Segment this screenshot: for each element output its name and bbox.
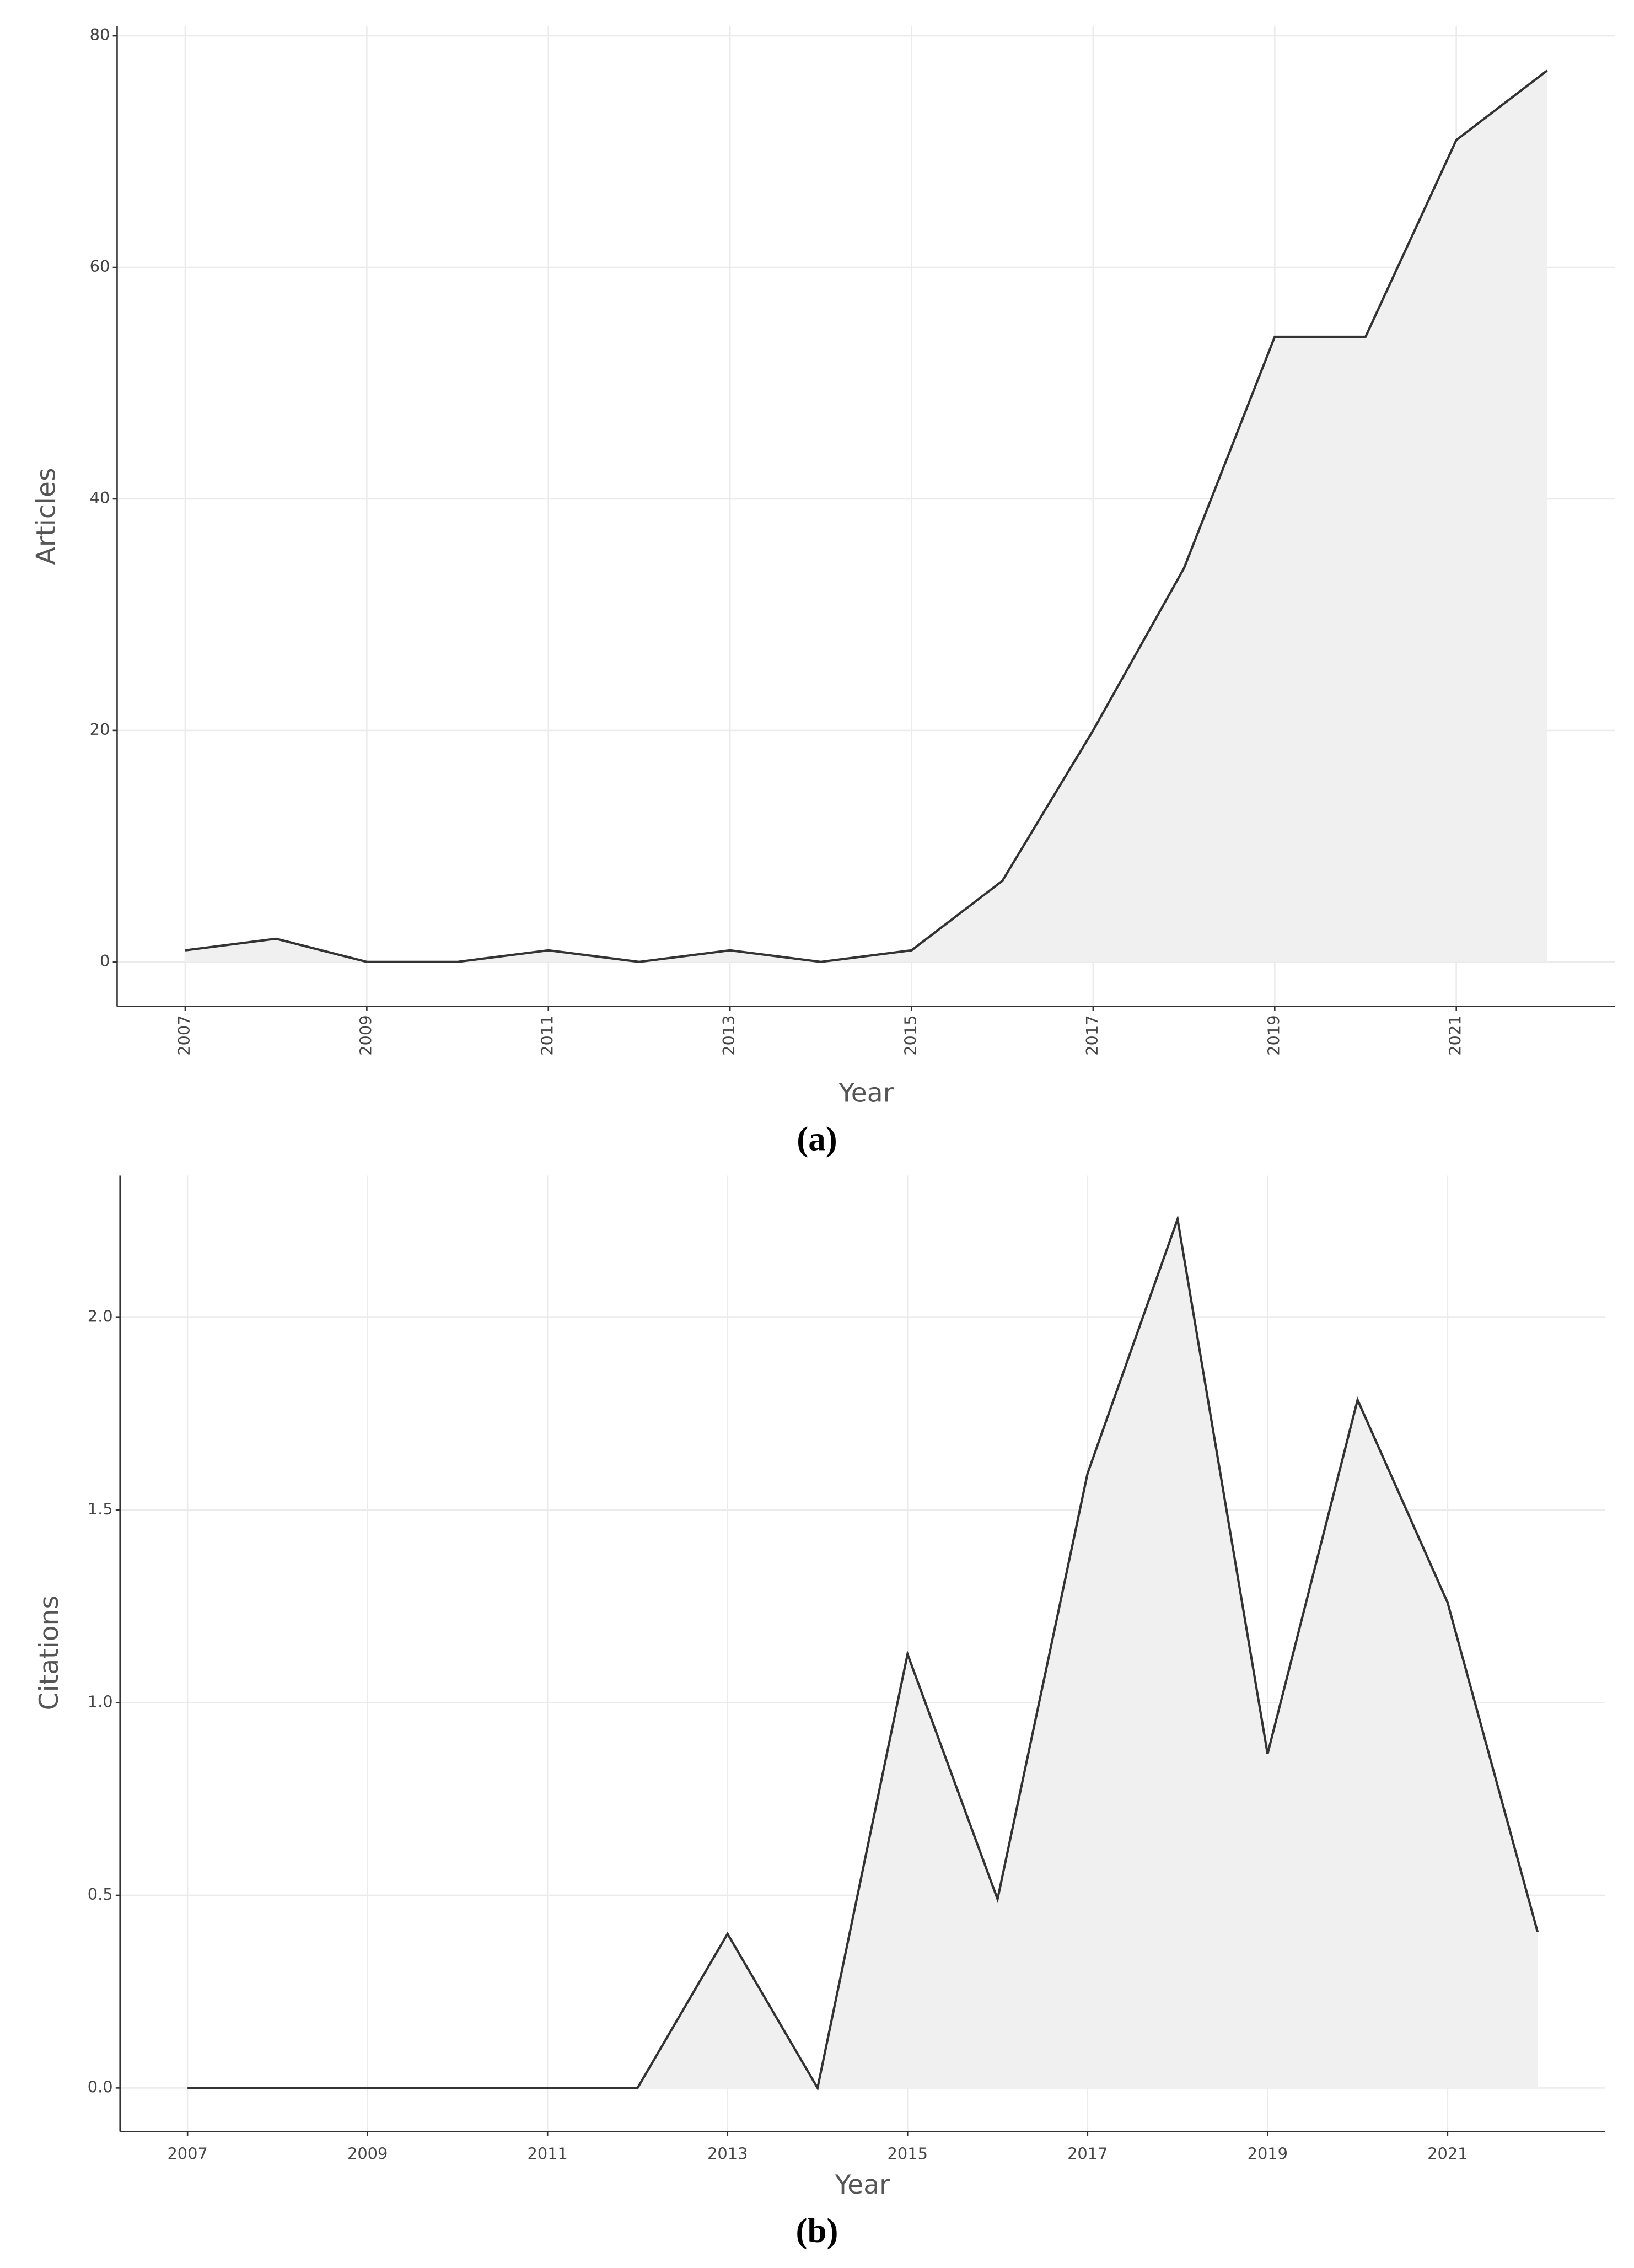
x-tick-label: 2007 [175,1015,194,1055]
y-tick-label: 0 [100,952,110,970]
x-tick-label: 2015 [888,2144,928,2163]
x-tick-label: 2007 [167,2144,207,2163]
x-tick-label: 2019 [1264,1015,1283,1055]
y-tick-label: 60 [90,257,110,276]
x-tick-label: 2009 [347,2144,388,2163]
y-axis-title: Citations [34,1595,64,1711]
y-tick-label: 80 [90,25,110,44]
caption: (a) [797,1120,837,1158]
x-tick-label: 2017 [1067,2144,1108,2163]
x-axis-title: Year [835,2170,891,2200]
y-tick-label: 1.0 [88,1692,113,1711]
x-tick-label: 2013 [719,1015,738,1055]
line [185,69,1548,963]
x-axis-title: Year [838,1078,894,1109]
x-tick-label: 2021 [1427,2144,1468,2163]
y-tick-label: 0.5 [88,1885,113,1904]
y-axis-title: Articles [31,467,62,565]
caption: (b) [796,2211,839,2250]
x-tick-label: 2013 [707,2144,748,2163]
x-tick-label: 2011 [538,1015,557,1055]
y-tick-label: 40 [90,488,110,507]
y-tick-label: 20 [90,720,110,739]
y-tick-label: 2.0 [88,1307,113,1326]
area [185,71,1547,962]
area [187,1219,1538,2088]
x-tick-label: 2019 [1248,2144,1288,2163]
x-tick-label: 2009 [356,1015,375,1055]
x-tick-label: 2017 [1083,1015,1101,1055]
x-tick-label: 2015 [901,1015,920,1055]
line [187,1214,1539,2092]
x-tick-label: 2021 [1446,1015,1465,1055]
y-tick-label: 0.0 [88,2077,113,2096]
x-tick-label: 2011 [528,2144,568,2163]
y-tick-label: 1.5 [88,1500,113,1518]
